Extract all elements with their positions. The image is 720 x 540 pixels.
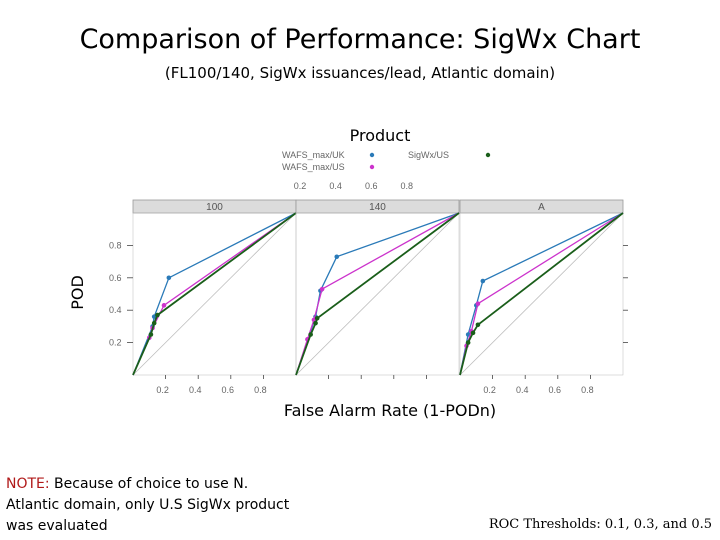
legend-label: SigWx/US [408, 150, 449, 160]
data-point [314, 316, 320, 321]
note-key: NOTE: [6, 476, 50, 492]
data-point [148, 332, 154, 337]
x-tick-label: 0.2 [156, 385, 169, 395]
diagonal-reference [132, 212, 297, 376]
data-point [475, 301, 481, 307]
diagonal-reference [295, 212, 460, 376]
legend-marker [485, 152, 491, 158]
y-tick-label: 0.2 [109, 338, 122, 348]
chart-title: Comparison of Performance: SigWx Chart [79, 24, 641, 55]
legend-marker [369, 164, 375, 170]
x-tick-label: 0.6 [549, 385, 562, 395]
x-tick-label: 0.8 [581, 385, 594, 395]
top-tick-label: 0.8 [401, 181, 414, 191]
x-tick-label: 0.4 [516, 385, 529, 395]
data-point [319, 286, 325, 292]
data-point [465, 340, 471, 345]
panel-label: A [538, 202, 545, 213]
data-point [166, 275, 172, 281]
panel-frame [295, 212, 460, 376]
data-point [151, 320, 157, 326]
data-point [313, 320, 318, 326]
x-tick-label: 0.4 [189, 385, 202, 395]
diagonal-reference [459, 212, 624, 376]
roc-thresholds: ROC Thresholds: 0.1, 0.3, and 0.5 [488, 517, 712, 532]
x-tick-label: 0.6 [222, 385, 235, 395]
note-body: Because of choice to use N. Atlantic dom… [6, 476, 290, 534]
data-point [161, 303, 167, 308]
panel-label: 100 [206, 202, 223, 213]
y-tick-label: 0.6 [109, 273, 122, 283]
chart-subtitle: (FL100/140, SigWx issuances/lead, Atlant… [164, 64, 556, 82]
x-axis-title: False Alarm Rate (1-PODn) [283, 401, 497, 420]
data-point [155, 312, 160, 318]
top-tick-label: 0.2 [294, 181, 307, 191]
panel-frame [459, 212, 624, 376]
x-tick-label: 0.2 [483, 385, 496, 395]
data-point [480, 278, 486, 284]
data-point [470, 330, 476, 336]
top-tick-label: 0.6 [365, 181, 378, 191]
data-point [334, 254, 340, 260]
x-tick-label: 0.8 [254, 385, 267, 395]
top-tick-label: 0.4 [329, 181, 342, 191]
y-axis-title: POD [67, 275, 87, 310]
data-point [308, 332, 313, 337]
y-tick-label: 0.4 [109, 305, 122, 315]
y-tick-label: 0.8 [109, 240, 122, 250]
legend-label: WAFS_max/US [282, 162, 345, 172]
panel-label: 140 [369, 202, 386, 213]
legend-title: Product [350, 126, 411, 145]
note-text: NOTE: Because of choice to use N. Atlant… [6, 474, 296, 537]
data-point [475, 322, 481, 328]
legend-label: WAFS_max/UK [282, 150, 345, 160]
legend-marker [369, 152, 375, 158]
